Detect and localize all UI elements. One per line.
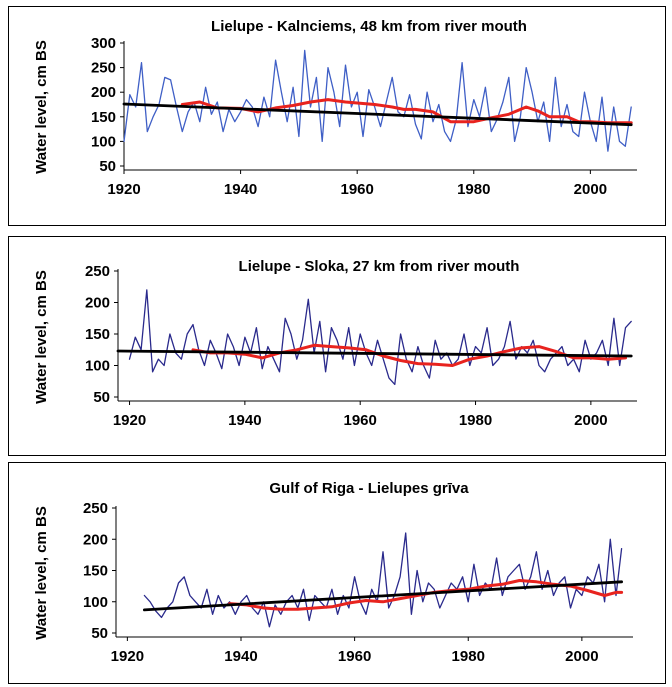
chart-2-x-tick-label: 1920	[111, 648, 144, 665]
chart-1-series-trend	[116, 349, 633, 358]
chart-svg-sloka: Lielupe - Sloka, 27 km from river mouth W…	[33, 258, 637, 429]
chart-1-y-tick-label: 100	[85, 358, 110, 375]
chart-2-x-tick-label: 1940	[224, 648, 257, 665]
chart-0-x-tick-label: 2000	[574, 181, 607, 198]
chart-2-x-tick-label: 1980	[452, 648, 485, 665]
chart-0-x-tick-label: 1980	[457, 181, 490, 198]
chart-2-y-tick-label: 150	[83, 563, 108, 580]
chart-panel-kalnciems: Lielupe - Kalnciems, 48 km from river mo…	[8, 6, 666, 226]
chart-1-x-tick-label: 1960	[344, 412, 377, 429]
chart-0-y-tick-label: 100	[91, 133, 116, 150]
chart-0-series-trend	[122, 102, 633, 127]
chart-panel-sloka: Lielupe - Sloka, 27 km from river mouth W…	[8, 236, 666, 456]
chart-1-x-tick-label: 2000	[574, 412, 607, 429]
chart-2-x-tick-label: 2000	[565, 648, 598, 665]
chart-panel-lielupes-griva: Gulf of Riga - Lielupes grīva Water level…	[8, 462, 666, 684]
chart-1-series-moving-avg	[191, 343, 627, 367]
chart-0-y-tick-label: 200	[91, 84, 116, 101]
chart-1-y-tick-label: 50	[93, 389, 110, 406]
chart-svg-lielupes-griva: Gulf of Riga - Lielupes grīva Water level…	[33, 480, 633, 665]
chart-1-y-tick-label: 200	[85, 295, 110, 312]
chart-2-y-tick-label: 100	[83, 594, 108, 611]
chart-2-y-tick-label: 200	[83, 531, 108, 548]
chart-0-x-tick-label: 1940	[224, 181, 257, 198]
chart-0-y-tick-label: 250	[91, 60, 116, 77]
chart-2-ylabel: Water level, cm BS	[33, 506, 50, 640]
chart-1-x-tick-label: 1940	[228, 412, 261, 429]
chart-0-y-tick-label: 150	[91, 109, 116, 126]
chart-0-ylabel: Water level, cm BS	[33, 40, 50, 174]
chart-1-y-tick-label: 250	[85, 263, 110, 280]
chart-1-ylabel: Water level, cm BS	[33, 270, 50, 404]
chart-2-series-trend	[142, 580, 623, 612]
chart-1-series-observed	[128, 289, 632, 386]
chart-1-y-tick-label: 150	[85, 326, 110, 343]
chart-0-x-tick-label: 1920	[107, 181, 140, 198]
chart-2-series-observed	[143, 532, 623, 628]
chart-2-y-tick-label: 50	[91, 625, 108, 642]
chart-svg-kalnciems: Lielupe - Kalnciems, 48 km from river mo…	[33, 18, 637, 198]
chart-1-x-tick-label: 1920	[113, 412, 146, 429]
chart-2-x-tick-label: 1960	[338, 648, 371, 665]
chart-1-title: Lielupe - Sloka, 27 km from river mouth	[239, 258, 520, 275]
chart-2-y-tick-label: 250	[83, 500, 108, 517]
chart-0-y-tick-label: 300	[91, 35, 116, 52]
chart-0-x-tick-label: 1960	[340, 181, 373, 198]
chart-0-title: Lielupe - Kalnciems, 48 km from river mo…	[211, 18, 527, 35]
chart-1-x-tick-label: 1980	[459, 412, 492, 429]
chart-2-title: Gulf of Riga - Lielupes grīva	[269, 480, 469, 497]
chart-0-y-tick-label: 50	[99, 158, 116, 175]
